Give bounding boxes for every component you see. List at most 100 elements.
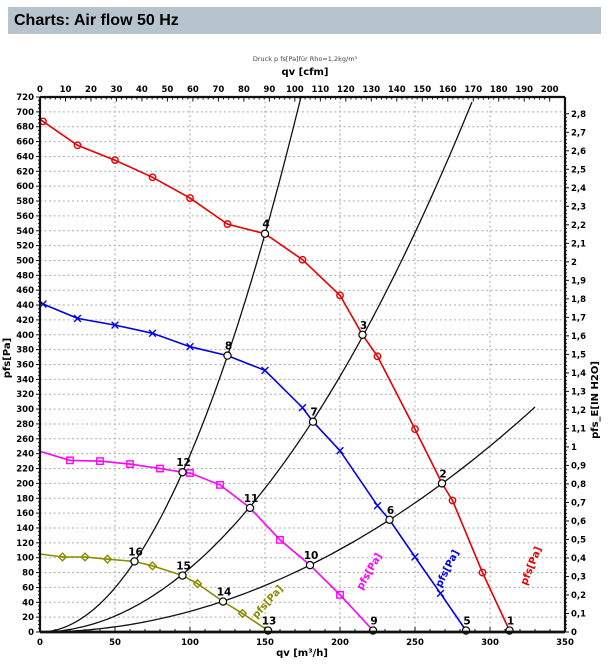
- marker-diamond: [57, 552, 68, 562]
- right-tick-label: 2,8: [571, 110, 586, 120]
- marker-x: [336, 446, 344, 455]
- right-tick-label: 1,7: [571, 313, 586, 323]
- marker-square: [66, 456, 74, 465]
- operating-point-2-label: 2: [439, 468, 446, 480]
- marker-circle: [373, 352, 382, 361]
- operating-point-14: [218, 597, 228, 606]
- right-tick-label: 1,4: [571, 369, 586, 379]
- top-tick-label: 60: [187, 85, 199, 95]
- left-tick-label: 280: [16, 420, 34, 430]
- curve-magenta-markers: [66, 456, 344, 599]
- operating-point-2: [437, 479, 447, 488]
- left-tick-label: 100: [16, 554, 34, 564]
- operating-point-6: [385, 515, 394, 524]
- curve-olive-line: [39, 553, 269, 632]
- marker-diamond: [80, 552, 90, 562]
- marker-square: [156, 464, 164, 473]
- left-tick-label: 20: [22, 613, 34, 623]
- system-curve-3: [40, 406, 536, 633]
- marker-circle-dot: [76, 144, 79, 147]
- marker-square-dot: [279, 538, 281, 541]
- system-curve-1: [39, 96, 302, 633]
- top-tick-label: 30: [111, 85, 123, 95]
- operating-point-15: [178, 571, 187, 580]
- marker-circle: [478, 568, 487, 577]
- right-tick-label: 1,5: [571, 350, 586, 360]
- top-tick-label: 160: [439, 85, 457, 95]
- bottom-tick-label: 150: [256, 638, 274, 648]
- right-tick-label: 2,5: [571, 165, 586, 175]
- bottom-axis-title: qv [m³/h]: [276, 648, 328, 659]
- curve-magenta-line: [39, 450, 374, 632]
- marker-x: [298, 403, 307, 412]
- operating-point-6-label: 6: [387, 505, 394, 517]
- bottom-tick-label: 50: [109, 638, 121, 648]
- right-tick-label: 0,3: [571, 572, 586, 582]
- marker-circle: [448, 496, 457, 505]
- left-axis-title: pfs[Pa]: [2, 338, 13, 378]
- left-tick-label: 140: [16, 524, 34, 534]
- top-tick-label: 170: [464, 85, 482, 95]
- top-axis-title: qv [cfm]: [282, 67, 329, 78]
- right-tick-label: 0,1: [571, 609, 586, 619]
- right-tick-label: 2,1: [571, 239, 586, 249]
- marker-square: [186, 469, 194, 477]
- top-tick-label: 70: [212, 85, 224, 95]
- left-tick-label: 580: [16, 197, 34, 207]
- marker-diamond: [237, 608, 248, 619]
- left-tick-label: 320: [16, 390, 34, 400]
- operating-point-7: [308, 417, 318, 426]
- left-tick-label: 700: [16, 108, 34, 118]
- left-tick-label: 360: [16, 361, 34, 371]
- left-tick-label: 720: [16, 93, 34, 103]
- left-tick-label: 460: [16, 286, 34, 296]
- top-tick-label: 90: [263, 85, 275, 95]
- right-tick-label: 0,9: [571, 461, 586, 471]
- marker-diamond-dot: [84, 556, 86, 558]
- marker-square-dot: [219, 483, 221, 486]
- marker-circle-dot: [451, 499, 454, 502]
- right-tick-label: 0,6: [571, 517, 586, 527]
- marker-circle: [148, 173, 157, 182]
- axis-titles: Druck p fs[Pa]für Rho=1,2kg/m³ qv [cfm] qv…: [2, 55, 601, 659]
- marker-diamond-dot: [151, 564, 154, 567]
- curve-red-line: [39, 118, 511, 631]
- system-curves: [39, 96, 536, 633]
- curve-blue-end-label: pfs[Pa]: [434, 548, 462, 589]
- curve-blue-markers: [39, 300, 445, 598]
- curve-olive-markers: [57, 552, 248, 619]
- operating-point-12: [178, 468, 187, 477]
- operating-point-15-label: 15: [176, 561, 191, 573]
- marker-x: [73, 314, 82, 323]
- marker-circle-dot: [114, 159, 116, 162]
- marker-square-dot: [99, 460, 101, 462]
- marker-x: [411, 553, 419, 561]
- right-tick-label: 1: [571, 443, 577, 453]
- right-tick-label: 1,2: [571, 406, 586, 416]
- right-tick-label: 2,3: [571, 202, 586, 212]
- operating-point-8: [223, 351, 232, 360]
- top-tick-label: 0: [37, 85, 43, 95]
- top-tick-label: 120: [337, 85, 355, 95]
- page-title-bar: Charts: Air flow 50 Hz: [8, 7, 601, 34]
- left-tick-label: 300: [16, 405, 34, 415]
- left-tick-label: 380: [16, 346, 34, 356]
- marker-circle-dot: [339, 294, 341, 297]
- operating-point-11-label: 11: [244, 493, 259, 505]
- operating-point-14-label: 14: [217, 587, 232, 599]
- operating-point-10: [305, 560, 315, 570]
- marker-circle: [186, 194, 194, 202]
- bottom-tick-label: 100: [181, 638, 199, 648]
- left-tick-label: 40: [22, 598, 34, 608]
- marker-x: [373, 501, 382, 510]
- marker-square-dot: [129, 463, 131, 465]
- top-tick-label: 100: [286, 85, 304, 95]
- top-tick-label: 20: [85, 85, 97, 95]
- marker-circle: [336, 291, 344, 300]
- operating-point-8-label: 8: [225, 341, 232, 353]
- marker-circle-dot: [189, 197, 191, 199]
- right-tick-label: 1,3: [571, 387, 586, 397]
- marker-circle: [298, 255, 307, 264]
- operating-point-4-label: 4: [262, 219, 269, 231]
- left-tick-label: 540: [16, 227, 34, 237]
